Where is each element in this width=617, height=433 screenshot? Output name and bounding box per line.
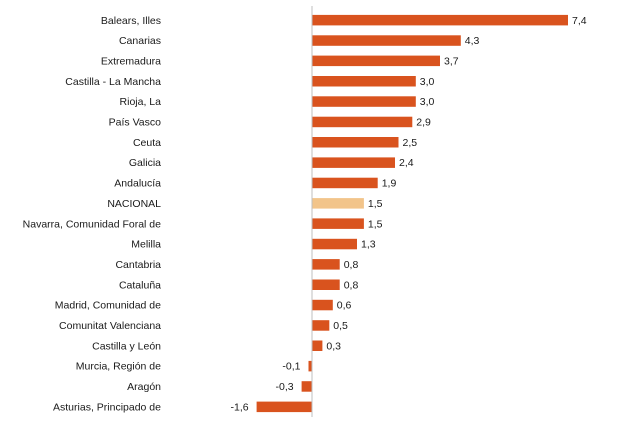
- category-label: Balears, Illes: [101, 15, 161, 27]
- category-label: Castilla - La Mancha: [65, 76, 161, 88]
- bar-galicia: [312, 157, 395, 168]
- bar-comunitat-valenciana: [312, 320, 330, 331]
- category-label: Cantabria: [115, 259, 161, 271]
- value-label: 2,4: [399, 157, 414, 169]
- bar-castilla-la-mancha: [312, 76, 416, 87]
- value-label: 1,3: [361, 239, 376, 251]
- bar-aragón: [301, 381, 312, 392]
- category-label: NACIONAL: [107, 198, 161, 210]
- value-label: 1,9: [382, 178, 397, 190]
- value-label: 3,0: [420, 76, 435, 88]
- bar-castilla-y-león: [312, 340, 323, 351]
- category-label: Navarra, Comunidad Foral de: [23, 218, 161, 230]
- bar-cantabria: [312, 259, 340, 270]
- bar-asturias-principado-de: [256, 401, 312, 413]
- value-label: -0,1: [282, 361, 300, 373]
- category-labels-group: Balears, Illes Canarias Extremadura Castill…: [23, 15, 161, 414]
- bar-melilla: [312, 238, 357, 250]
- value-label: 0,5: [333, 320, 348, 332]
- category-label: Madrid, Comunidad de: [55, 300, 161, 312]
- bar-madrid-comunidad-de: [312, 299, 333, 311]
- value-label: 3,7: [444, 56, 459, 68]
- bar-andalucía: [312, 177, 378, 189]
- value-label: 1,5: [368, 198, 383, 210]
- bar-cataluña: [312, 279, 340, 290]
- category-label: Comunitat Valenciana: [59, 320, 161, 332]
- category-label: Ceuta: [133, 137, 161, 149]
- bar-rioja-la: [312, 96, 416, 107]
- category-label: País Vasco: [109, 117, 161, 129]
- value-label: 0,3: [326, 340, 341, 352]
- bar-canarias: [312, 35, 461, 46]
- value-label: 0,8: [344, 279, 359, 291]
- value-label: 2,9: [416, 117, 431, 129]
- value-label: 0,8: [344, 259, 359, 271]
- category-label: Murcia, Región de: [76, 361, 161, 373]
- value-label: -0,3: [276, 381, 294, 393]
- category-label: Extremadura: [101, 56, 161, 68]
- value-label: 2,5: [403, 137, 418, 149]
- bar-extremadura: [312, 55, 440, 67]
- value-labels-group: 7,44,33,73,03,02,92,52,41,91,51,51,30,80…: [231, 15, 587, 414]
- value-label: 7,4: [572, 15, 587, 27]
- value-label: 3,0: [420, 96, 435, 108]
- value-label: 0,6: [337, 300, 352, 312]
- bar-navarra-comunidad-foral-de: [312, 218, 364, 229]
- category-label: Galicia: [129, 157, 161, 169]
- category-label: Castilla y León: [92, 340, 161, 352]
- category-label: Aragón: [127, 381, 161, 393]
- category-label: Andalucía: [114, 178, 161, 190]
- category-label: Cataluña: [119, 279, 161, 291]
- bars-group: [256, 14, 568, 413]
- bar-ceuta: [312, 137, 399, 148]
- category-label: Melilla: [131, 239, 161, 251]
- category-label: Canarias: [119, 35, 161, 47]
- category-label: Rioja, La: [120, 96, 162, 108]
- category-label: Asturias, Principado de: [53, 401, 161, 413]
- bar-balears-illes: [312, 14, 568, 26]
- value-label: 4,3: [465, 35, 480, 47]
- bar-murcia-región-de: [308, 360, 312, 372]
- bar-país-vasco: [312, 116, 413, 128]
- value-label: -1,6: [231, 401, 249, 413]
- value-label: 1,5: [368, 218, 383, 230]
- bar-nacional: [312, 198, 364, 209]
